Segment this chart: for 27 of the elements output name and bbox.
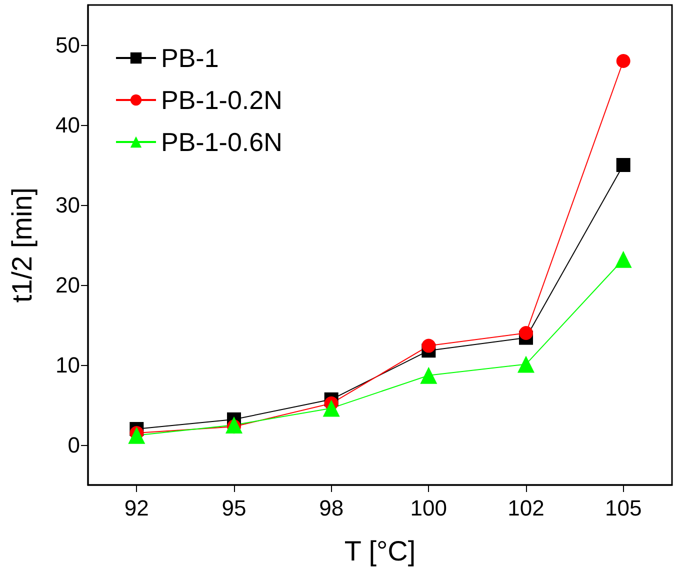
y-tick-label: 20 xyxy=(56,272,80,298)
point xyxy=(420,366,438,384)
y-tick-label: 50 xyxy=(56,32,80,58)
point xyxy=(616,54,630,68)
x-tick-label: 95 xyxy=(222,496,246,520)
point xyxy=(614,250,632,268)
legend-label: PB-1-0.6N xyxy=(161,127,282,157)
legend-label: PB-1 xyxy=(161,43,219,73)
x-tick-label: 92 xyxy=(124,496,149,520)
point xyxy=(128,426,146,444)
point xyxy=(422,338,436,353)
y-tick-label: 40 xyxy=(56,112,80,138)
y-axis-title: t1/2 [min] xyxy=(6,187,38,303)
point xyxy=(519,326,533,340)
x-tick-label: 98 xyxy=(319,496,344,520)
x-tick-label: 102 xyxy=(508,496,544,520)
x-tick-label: 100 xyxy=(410,496,448,520)
y-tick-label: 30 xyxy=(56,192,80,218)
point xyxy=(226,416,242,434)
y-tick-label: 0 xyxy=(68,432,80,458)
point xyxy=(518,356,534,373)
point xyxy=(616,158,630,172)
x-tick-label: 105 xyxy=(604,496,642,520)
legend-label: PB-1-0.2N xyxy=(161,85,282,115)
point xyxy=(322,400,340,417)
x-axis-title: T [°C] xyxy=(344,536,416,566)
y-tick-label: 10 xyxy=(56,352,80,378)
